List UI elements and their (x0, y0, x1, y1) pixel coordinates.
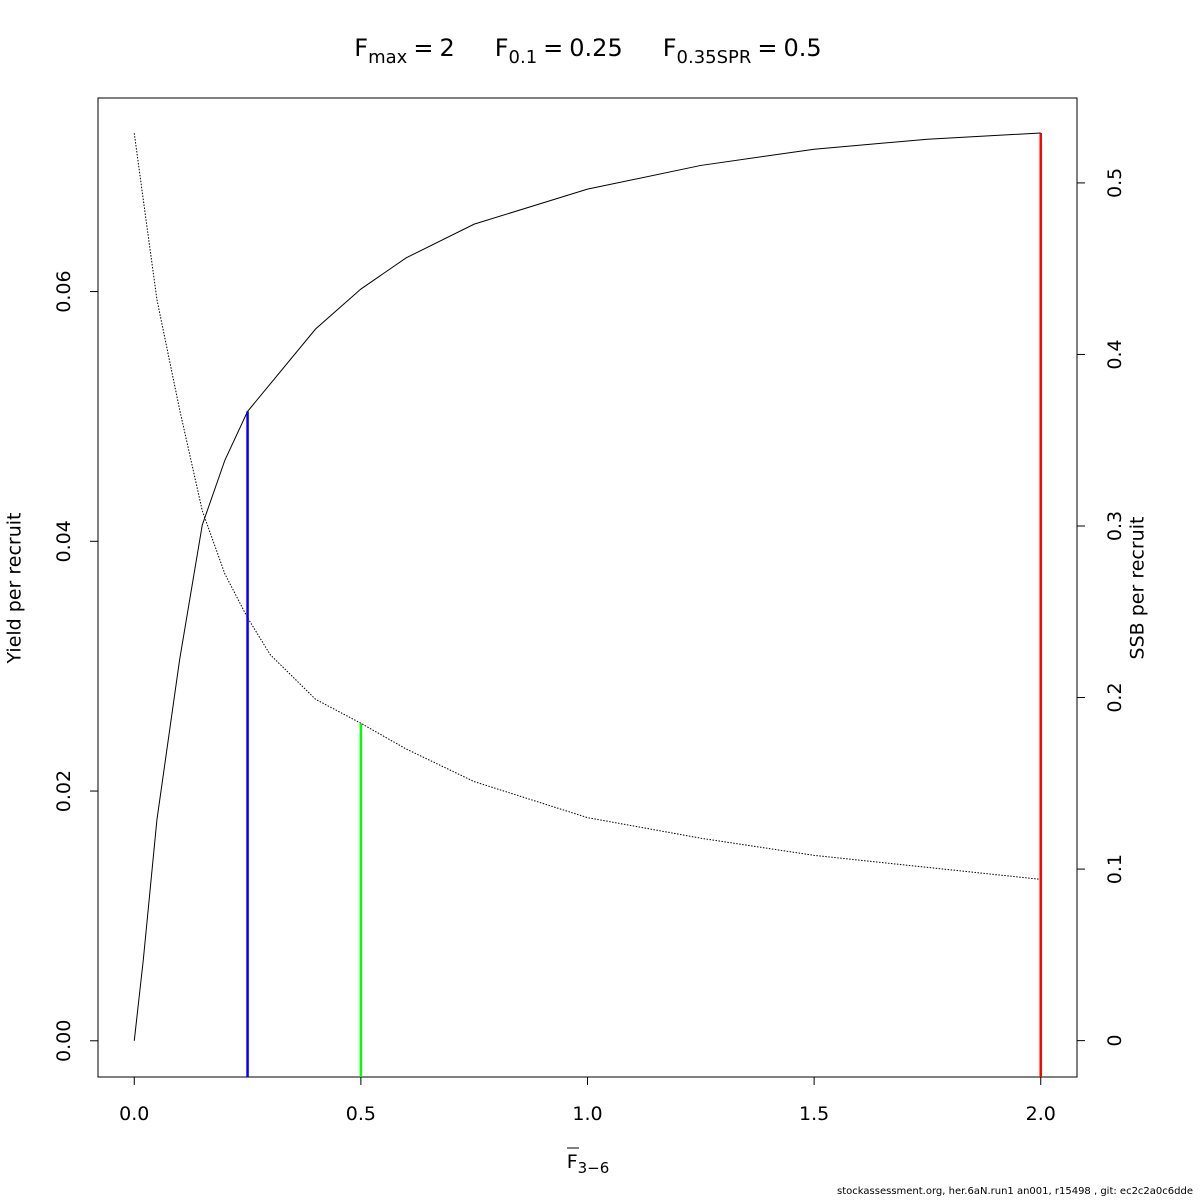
y-tick-label: 0.06 (53, 270, 75, 312)
x-tick-label: 2.0 (1026, 1103, 1056, 1125)
x-tick-label: 0.5 (346, 1103, 376, 1125)
x-label-symbol: F (567, 1151, 578, 1173)
title-value: 2 (439, 34, 454, 62)
y-tick-label: 0.04 (53, 520, 75, 562)
y2-tick-label: 0.4 (1104, 339, 1126, 369)
series-line (133, 132, 1041, 1041)
title-subscript: max (368, 47, 408, 68)
x-tick-label: 1.5 (799, 1103, 829, 1125)
plot-frame (97, 97, 1078, 1078)
y2-tick-label: 0.2 (1104, 682, 1126, 712)
y2-tick-label: 0.5 (1104, 168, 1126, 198)
title-operator: = (757, 34, 777, 62)
footer: stockassessment.org, her.6aN.run1 an001,… (837, 1186, 1193, 1197)
title-symbol: F (354, 34, 368, 62)
title-value: 0.5 (784, 34, 822, 62)
series-line (133, 133, 1041, 880)
title-operator: = (543, 34, 563, 62)
title-subscript: 0.1 (509, 47, 538, 68)
x-label-subscript: 3−6 (578, 1159, 610, 1177)
chart-title: Fmax = 2 F0.1 = 0.25 F0.35SPR = 0.5 (354, 34, 821, 68)
y-tick-label: 0.02 (53, 770, 75, 812)
title-operator: = (413, 34, 433, 62)
y-tick-label: 0.00 (53, 1020, 75, 1062)
title-subscript: 0.35SPR (677, 47, 752, 68)
title-symbol: F (663, 34, 677, 62)
y2-tick-label: 0.3 (1104, 511, 1126, 541)
y2-tick-label: 0 (1104, 1035, 1126, 1047)
x-tick-label: 0.0 (119, 1103, 149, 1125)
y-axis-label: Yield per recruit (4, 513, 26, 665)
title-value: 0.25 (569, 34, 622, 62)
x-axis-label: F3−6 (567, 1151, 610, 1177)
title-symbol: F (495, 34, 509, 62)
x-tick-label: 1.0 (572, 1103, 602, 1125)
y2-tick-label: 0.1 (1104, 854, 1126, 884)
y2-axis-label: SSB per recruit (1127, 517, 1149, 660)
